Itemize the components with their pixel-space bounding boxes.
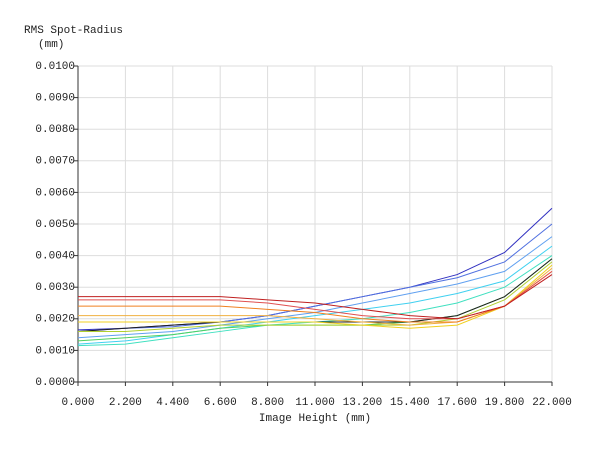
- y-axis-label: (mm): [38, 39, 64, 51]
- y-tick-label: 0.0090: [35, 93, 75, 105]
- y-tick-label: 0.0010: [35, 345, 75, 357]
- y-tick-label: 0.0060: [35, 187, 75, 199]
- y-tick-label: 0.0100: [35, 61, 75, 73]
- series-line: [77, 245, 553, 345]
- series-line: [78, 270, 553, 323]
- series-line: [77, 223, 553, 332]
- series-line: [78, 261, 553, 332]
- y-tick-label: 0.0050: [35, 219, 75, 231]
- x-tick-label: 8.800: [251, 397, 284, 409]
- x-tick-label: 2.200: [109, 397, 142, 409]
- x-tick-label: 13.200: [343, 397, 383, 409]
- x-axis-label: Image Height (mm): [259, 413, 371, 425]
- x-tick-label: 15.400: [390, 397, 430, 409]
- x-tick-label: 22.000: [532, 397, 572, 409]
- x-tick-label: 17.600: [437, 397, 477, 409]
- y-tick-label: 0.0070: [35, 156, 75, 168]
- x-tick-label: 4.400: [156, 397, 189, 409]
- y-tick-label: 0.0030: [35, 282, 75, 294]
- series-line: [78, 264, 553, 329]
- y-axis-label: RMS Spot-Radius: [24, 25, 123, 37]
- x-tick-label: 19.800: [485, 397, 525, 409]
- x-tick-label: 6.600: [204, 397, 237, 409]
- x-tick-label: 0.000: [61, 397, 94, 409]
- y-tick-label: 0.0080: [35, 124, 75, 136]
- y-tick-label: 0.0020: [35, 314, 75, 326]
- x-tick-label: 11.000: [295, 397, 335, 409]
- series-line: [78, 274, 553, 320]
- y-tick-label: 0.0000: [35, 377, 75, 389]
- y-tick-label: 0.0040: [35, 251, 75, 263]
